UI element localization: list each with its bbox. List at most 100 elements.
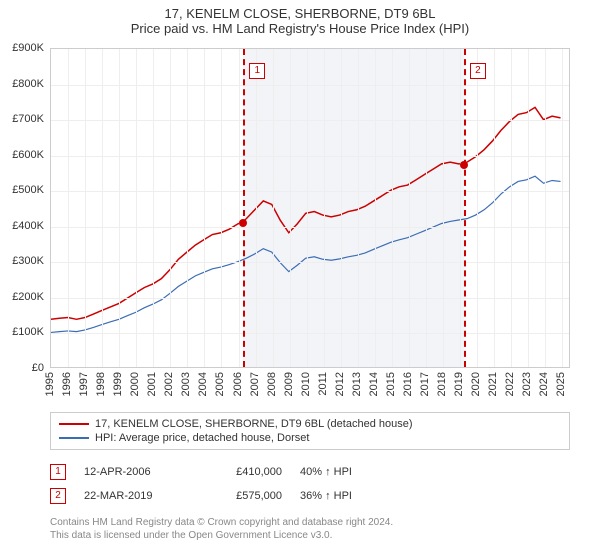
- gridline-horizontal: [51, 333, 569, 334]
- chart-title: 17, KENELM CLOSE, SHERBORNE, DT9 6BL: [0, 0, 600, 21]
- credit-line2: This data is licensed under the Open Gov…: [50, 530, 332, 541]
- chart-container: 17, KENELM CLOSE, SHERBORNE, DT9 6BL Pri…: [0, 0, 600, 560]
- gridline-vertical: [68, 49, 69, 367]
- gridline-vertical: [324, 49, 325, 367]
- gridline-vertical: [136, 49, 137, 367]
- gridline-vertical: [426, 49, 427, 367]
- x-tick-label: 2011: [317, 372, 329, 396]
- y-tick-label: £900K: [4, 42, 44, 54]
- gridline-vertical: [273, 49, 274, 367]
- x-tick-label: 2018: [436, 372, 448, 396]
- gridline-vertical: [477, 49, 478, 367]
- x-tick-label: 2008: [266, 372, 278, 396]
- event-line: [243, 49, 245, 367]
- gridline-vertical: [409, 49, 410, 367]
- x-tick-label: 2002: [163, 372, 175, 396]
- y-tick-label: £400K: [4, 220, 44, 232]
- x-tick-label: 2003: [180, 372, 192, 396]
- y-tick-label: £600K: [4, 149, 44, 161]
- y-tick-label: £100K: [4, 326, 44, 338]
- gridline-vertical: [307, 49, 308, 367]
- x-tick-label: 1995: [44, 372, 56, 396]
- line-series-svg: [51, 49, 569, 367]
- y-tick-label: £0: [4, 362, 44, 374]
- x-tick-label: 2007: [249, 372, 261, 396]
- y-tick-label: £300K: [4, 255, 44, 267]
- plot-area: 12: [50, 48, 570, 368]
- gridline-horizontal: [51, 262, 569, 263]
- sale-idx: 1: [50, 464, 66, 480]
- sale-price: £410,000: [202, 466, 282, 478]
- gridline-vertical: [443, 49, 444, 367]
- gridline-vertical: [170, 49, 171, 367]
- legend-swatch-hpi: [59, 437, 89, 439]
- gridline-horizontal: [51, 191, 569, 192]
- event-marker-label: 1: [249, 63, 265, 79]
- credit-line1: Contains HM Land Registry data © Crown c…: [50, 517, 393, 528]
- x-tick-label: 1998: [95, 372, 107, 396]
- x-tick-label: 2006: [232, 372, 244, 396]
- gridline-horizontal: [51, 298, 569, 299]
- x-tick-label: 2024: [538, 372, 550, 396]
- credit-text: Contains HM Land Registry data © Crown c…: [50, 516, 393, 542]
- sale-point: [460, 161, 468, 169]
- y-tick-label: £700K: [4, 113, 44, 125]
- x-tick-label: 2016: [402, 372, 414, 396]
- sales-row: 1 12-APR-2006 £410,000 40% ↑ HPI: [50, 460, 390, 484]
- x-tick-label: 2019: [453, 372, 465, 396]
- gridline-vertical: [494, 49, 495, 367]
- gridline-vertical: [204, 49, 205, 367]
- gridline-vertical: [460, 49, 461, 367]
- sale-point: [239, 219, 247, 227]
- x-tick-label: 1999: [112, 372, 124, 396]
- y-tick-label: £800K: [4, 78, 44, 90]
- x-tick-label: 2005: [214, 372, 226, 396]
- sale-date: 12-APR-2006: [84, 466, 184, 478]
- event-marker-label: 2: [470, 63, 486, 79]
- gridline-vertical: [119, 49, 120, 367]
- gridline-vertical: [528, 49, 529, 367]
- gridline-horizontal: [51, 227, 569, 228]
- gridline-vertical: [562, 49, 563, 367]
- x-tick-label: 2022: [504, 372, 516, 396]
- legend-label-property: 17, KENELM CLOSE, SHERBORNE, DT9 6BL (de…: [95, 418, 413, 430]
- sale-date: 22-MAR-2019: [84, 490, 184, 502]
- sales-row: 2 22-MAR-2019 £575,000 36% ↑ HPI: [50, 484, 390, 508]
- gridline-vertical: [290, 49, 291, 367]
- sale-idx: 2: [50, 488, 66, 504]
- chart-subtitle: Price paid vs. HM Land Registry's House …: [0, 21, 600, 40]
- x-tick-label: 2014: [368, 372, 380, 396]
- x-tick-label: 2023: [521, 372, 533, 396]
- x-tick-label: 1996: [61, 372, 73, 396]
- gridline-vertical: [239, 49, 240, 367]
- x-tick-label: 2000: [129, 372, 141, 396]
- y-tick-label: £200K: [4, 291, 44, 303]
- gridline-vertical: [375, 49, 376, 367]
- legend: 17, KENELM CLOSE, SHERBORNE, DT9 6BL (de…: [50, 412, 570, 450]
- gridline-vertical: [221, 49, 222, 367]
- gridline-vertical: [153, 49, 154, 367]
- gridline-vertical: [85, 49, 86, 367]
- gridline-vertical: [341, 49, 342, 367]
- x-tick-label: 2012: [334, 372, 346, 396]
- gridline-horizontal: [51, 120, 569, 121]
- y-tick-label: £500K: [4, 184, 44, 196]
- x-tick-label: 2001: [146, 372, 158, 396]
- sale-pct: 40% ↑ HPI: [300, 466, 390, 478]
- sale-price: £575,000: [202, 490, 282, 502]
- gridline-horizontal: [51, 85, 569, 86]
- gridline-vertical: [545, 49, 546, 367]
- gridline-vertical: [392, 49, 393, 367]
- gridline-vertical: [511, 49, 512, 367]
- x-tick-label: 2010: [300, 372, 312, 396]
- x-tick-label: 2020: [470, 372, 482, 396]
- x-tick-label: 2025: [555, 372, 567, 396]
- x-tick-label: 2015: [385, 372, 397, 396]
- gridline-vertical: [102, 49, 103, 367]
- x-tick-label: 1997: [78, 372, 90, 396]
- x-tick-label: 2009: [283, 372, 295, 396]
- x-tick-label: 2013: [351, 372, 363, 396]
- gridline-vertical: [187, 49, 188, 367]
- legend-label-hpi: HPI: Average price, detached house, Dors…: [95, 432, 309, 444]
- sale-pct: 36% ↑ HPI: [300, 490, 390, 502]
